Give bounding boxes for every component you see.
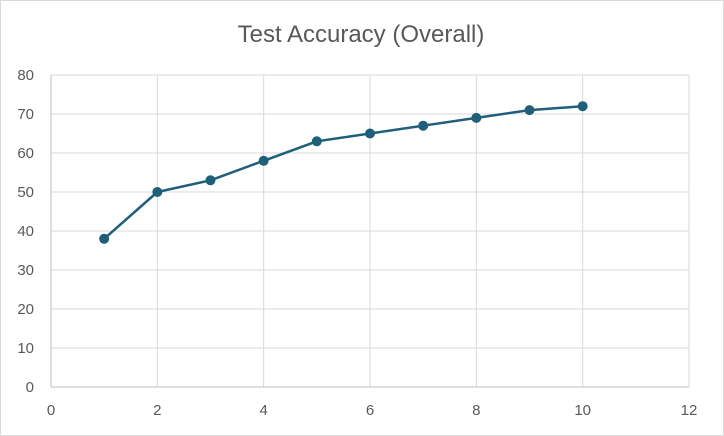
series-group xyxy=(99,101,588,244)
data-point xyxy=(524,105,535,116)
y-tick-label: 60 xyxy=(17,145,34,162)
x-tick-label: 6 xyxy=(366,402,374,419)
data-point xyxy=(365,128,375,139)
y-tick-label: 10 xyxy=(17,340,34,357)
data-point xyxy=(471,112,482,123)
data-point xyxy=(152,187,163,197)
x-tick-label: 4 xyxy=(259,402,267,419)
y-tick-label: 40 xyxy=(17,223,34,240)
data-point xyxy=(258,155,269,166)
x-tick-label: 10 xyxy=(574,402,591,419)
gridlines xyxy=(51,74,690,387)
y-tick-label: 0 xyxy=(26,379,34,396)
x-tick-label: 2 xyxy=(153,402,161,419)
x-tick-label: 12 xyxy=(681,402,698,419)
data-point xyxy=(311,136,322,147)
axes xyxy=(50,75,689,388)
y-axis-ticks: 0 10 20 30 40 50 60 70 80 xyxy=(17,67,34,396)
data-point xyxy=(577,101,588,112)
y-tick-label: 80 xyxy=(17,67,34,84)
data-point xyxy=(205,175,216,186)
x-tick-label: 8 xyxy=(472,402,480,419)
y-tick-label: 50 xyxy=(17,184,34,201)
x-tick-label: 0 xyxy=(47,402,55,419)
x-axis-ticks: 0 2 4 6 8 10 12 xyxy=(47,402,698,419)
y-tick-label: 20 xyxy=(17,301,34,318)
y-tick-label: 30 xyxy=(17,262,34,279)
data-point xyxy=(418,120,429,131)
y-tick-label: 70 xyxy=(17,106,34,123)
chart-title: Test Accuracy (Overall) xyxy=(238,21,485,48)
data-point xyxy=(99,233,110,244)
series-line xyxy=(103,104,583,240)
